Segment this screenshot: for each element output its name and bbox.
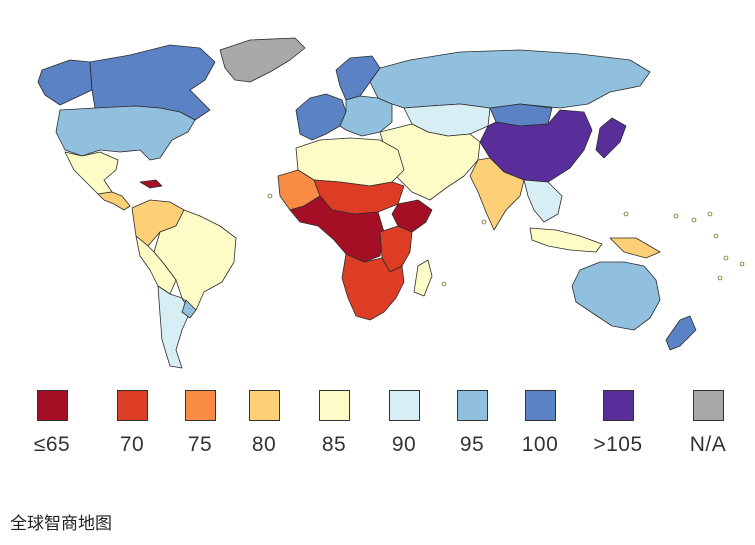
legend-swatch [116,390,148,421]
region-mexico [64,151,119,195]
legend: ≤65 70 75 80 85 90 95 100 >105 N/A [22,390,742,470]
island-marker [723,255,729,261]
world-map [37,37,745,369]
region-uruguay [181,299,197,319]
legend-item: 75 [170,390,230,457]
island-marker [481,219,487,225]
island-marker [441,281,447,287]
region-europe-east [339,95,393,137]
region-india [469,157,525,231]
region-peru-bolivia [135,235,177,295]
legend-label: 100 [521,433,559,456]
region-madagascar [413,259,433,297]
region-central-america [97,191,131,211]
legend-label: 85 [321,433,347,456]
region-horn-africa [391,199,433,233]
island-marker [713,233,719,239]
island-marker [623,211,629,217]
legend-item: 85 [304,390,364,457]
region-australia [571,261,661,331]
region-southeast-asia [523,179,563,223]
region-argentina-chile [157,285,191,369]
legend-item: 70 [102,390,162,457]
legend-item: >105 [588,390,648,457]
region-new-zealand [665,315,697,351]
legend-swatch [388,390,420,421]
legend-swatch [184,390,216,421]
map-regions [37,37,697,369]
region-caribbean [139,179,163,189]
region-greenland [219,37,306,83]
region-europe-west [295,93,347,141]
legend-swatch [524,390,556,421]
legend-swatch [602,390,634,421]
region-russia [369,49,651,109]
region-middle-east [379,123,481,201]
island-marker [739,261,745,267]
legend-label: 70 [119,433,145,456]
island-marker [707,211,713,217]
island-marker [717,275,723,281]
legend-swatch [456,390,488,421]
page-caption: 全球智商地图 [10,514,112,534]
island-marker [673,213,679,219]
legend-item: 80 [234,390,294,457]
legend-item: 90 [374,390,434,457]
map-islands [267,193,745,287]
legend-label: 90 [391,433,417,456]
island-marker [691,217,697,223]
region-alaska [37,59,93,106]
legend-label: >105 [593,433,643,456]
legend-item: 100 [510,390,570,457]
legend-label: 95 [459,433,485,456]
region-southern-africa [341,253,405,321]
island-marker [267,193,273,199]
legend-label: 75 [187,433,213,456]
legend-swatch [36,390,68,421]
legend-item: 95 [442,390,502,457]
legend-label: ≤65 [33,433,71,456]
region-japan-korea [595,117,627,159]
legend-item: N/A [678,390,738,457]
legend-label: 80 [251,433,277,456]
legend-swatch [248,390,280,421]
legend-swatch [318,390,350,421]
region-png [609,237,661,259]
region-indonesia [529,227,603,253]
region-usa [55,105,196,161]
legend-label: N/A [689,433,727,456]
legend-item: ≤65 [22,390,82,457]
legend-swatch [692,390,724,421]
